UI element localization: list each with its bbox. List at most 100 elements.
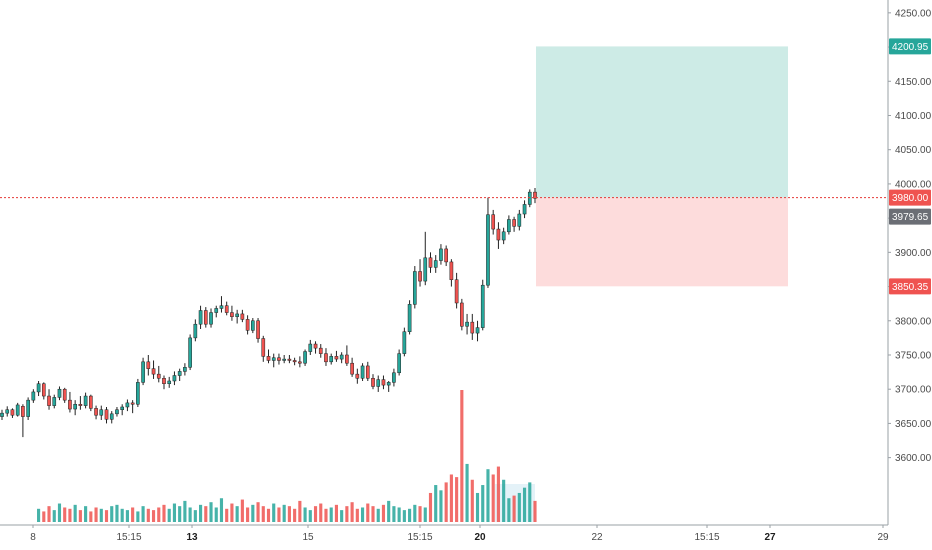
candle bbox=[167, 376, 172, 388]
volume-bar bbox=[84, 506, 88, 522]
volume-bar bbox=[131, 507, 135, 522]
candle bbox=[486, 197, 490, 288]
candle-body bbox=[136, 382, 140, 405]
candle bbox=[444, 245, 448, 267]
x-tick-label: 27 bbox=[764, 532, 776, 543]
candle bbox=[235, 309, 239, 324]
volume-bar bbox=[444, 482, 448, 522]
volume-bar bbox=[360, 507, 365, 522]
volume-bar bbox=[214, 507, 218, 522]
volume-bar bbox=[157, 507, 161, 522]
candle bbox=[318, 344, 323, 358]
volume-bar bbox=[308, 510, 312, 522]
entry-price-badge-bg bbox=[889, 189, 931, 206]
volume-bar bbox=[434, 485, 438, 522]
candle bbox=[89, 394, 93, 412]
volume-bar bbox=[293, 508, 297, 522]
current-price-badge-bg bbox=[889, 208, 931, 225]
candle-body bbox=[89, 395, 93, 409]
candle-body bbox=[345, 354, 349, 364]
candle-body bbox=[365, 365, 370, 379]
candle-body bbox=[439, 248, 443, 261]
candle bbox=[282, 354, 286, 364]
volume-bar bbox=[125, 510, 129, 522]
candle-body bbox=[303, 351, 307, 364]
volume-bar bbox=[141, 506, 145, 522]
volume-bar bbox=[178, 506, 182, 522]
candle bbox=[94, 405, 98, 420]
candle-body bbox=[10, 409, 15, 416]
candle-body bbox=[402, 331, 407, 354]
candle-body bbox=[251, 320, 255, 331]
candle-body bbox=[36, 383, 41, 393]
y-tick-label: 3900.00 bbox=[895, 248, 932, 259]
candle bbox=[0, 409, 4, 420]
candle bbox=[376, 375, 381, 392]
candle-body bbox=[491, 214, 496, 230]
candle bbox=[156, 365, 161, 383]
candles bbox=[0, 188, 537, 438]
volume-bar bbox=[68, 508, 72, 522]
volume-bar bbox=[313, 506, 318, 522]
candle bbox=[136, 378, 140, 407]
candle-body bbox=[350, 362, 354, 375]
candle bbox=[334, 350, 339, 362]
volume-bar bbox=[261, 506, 265, 522]
volume-bar bbox=[408, 508, 412, 522]
volume-bar bbox=[287, 506, 291, 522]
candle-body bbox=[109, 413, 114, 420]
y-tick-label: 4050.00 bbox=[895, 145, 932, 156]
candle-body bbox=[83, 395, 88, 406]
volume-bar bbox=[99, 508, 103, 522]
volume-bar bbox=[240, 499, 244, 522]
candle-body bbox=[78, 404, 83, 406]
candle bbox=[183, 363, 187, 376]
candle-body bbox=[31, 391, 36, 401]
candle-body bbox=[183, 367, 187, 372]
candle bbox=[423, 231, 428, 286]
candle bbox=[177, 368, 182, 381]
candle bbox=[99, 405, 104, 420]
volume-bar bbox=[303, 507, 307, 522]
candle-body bbox=[188, 337, 192, 368]
volume-bar bbox=[392, 506, 396, 522]
candle bbox=[130, 400, 135, 414]
candle bbox=[240, 309, 245, 323]
volume-bar bbox=[110, 506, 114, 522]
candle-body bbox=[21, 406, 25, 417]
volume-bar bbox=[115, 504, 119, 522]
candle bbox=[5, 406, 10, 417]
candle-body bbox=[308, 343, 313, 352]
target-price-badge: 4200.95 bbox=[889, 38, 931, 55]
candle-body bbox=[5, 409, 10, 414]
volume-bar bbox=[188, 507, 192, 522]
volume-bar bbox=[204, 506, 208, 522]
volume-bar bbox=[47, 506, 51, 522]
candle-body bbox=[146, 361, 151, 369]
candle-body bbox=[99, 409, 104, 416]
candle bbox=[245, 315, 250, 335]
volume-bar bbox=[475, 492, 480, 522]
volume-bar bbox=[439, 490, 443, 522]
candle bbox=[162, 375, 166, 390]
candle bbox=[433, 255, 438, 273]
candle-body bbox=[277, 357, 281, 361]
candle bbox=[527, 189, 532, 208]
volume-bar bbox=[428, 492, 433, 522]
candle-body bbox=[298, 361, 302, 364]
candle-body bbox=[324, 353, 328, 363]
candle-body bbox=[47, 395, 51, 406]
volume-bar bbox=[512, 495, 516, 522]
x-tick-label: 15:15 bbox=[694, 532, 719, 543]
volume-bar bbox=[371, 506, 375, 522]
candle-body bbox=[292, 360, 297, 363]
x-tick-label: 15:15 bbox=[116, 532, 141, 543]
candle bbox=[31, 389, 36, 403]
candle-body bbox=[339, 354, 344, 360]
candle bbox=[360, 363, 365, 381]
candle-body bbox=[376, 379, 381, 387]
candle-body bbox=[198, 310, 203, 325]
entry-price-badge: 3980.00 bbox=[889, 189, 931, 206]
